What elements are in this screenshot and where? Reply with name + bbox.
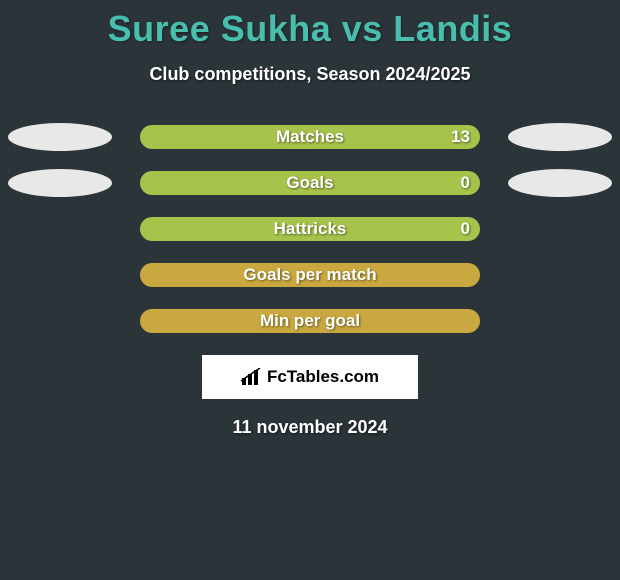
- logo: FcTables.com: [241, 367, 379, 387]
- stat-row-hattricks: Hattricks 0: [0, 217, 620, 241]
- bar-chart-icon: [241, 368, 263, 386]
- stat-row-matches: Matches 13: [0, 125, 620, 149]
- stat-bar: Hattricks 0: [140, 217, 480, 241]
- date-label: 11 november 2024: [0, 417, 620, 438]
- stat-row-goals-per-match: Goals per match: [0, 263, 620, 287]
- stat-label: Goals: [286, 173, 333, 193]
- left-marker: [8, 123, 112, 151]
- subtitle: Club competitions, Season 2024/2025: [0, 64, 620, 85]
- left-marker: [8, 169, 112, 197]
- stat-label: Hattricks: [274, 219, 347, 239]
- stat-label: Matches: [276, 127, 344, 147]
- stat-bar: Goals 0: [140, 171, 480, 195]
- stat-row-goals: Goals 0: [0, 171, 620, 195]
- stat-row-min-per-goal: Min per goal: [0, 309, 620, 333]
- stat-bar: Min per goal: [140, 309, 480, 333]
- stat-value: 13: [451, 127, 470, 147]
- stat-bar: Goals per match: [140, 263, 480, 287]
- stat-rows: Matches 13 Goals 0 Hattricks 0 Goals per…: [0, 125, 620, 333]
- right-marker: [508, 169, 612, 197]
- stat-label: Goals per match: [243, 265, 376, 285]
- right-marker: [508, 123, 612, 151]
- page-title: Suree Sukha vs Landis: [0, 0, 620, 50]
- stat-value: 0: [461, 173, 470, 193]
- stat-value: 0: [461, 219, 470, 239]
- logo-box: FcTables.com: [202, 355, 418, 399]
- logo-text: FcTables.com: [267, 367, 379, 387]
- stat-label: Min per goal: [260, 311, 360, 331]
- stat-bar: Matches 13: [140, 125, 480, 149]
